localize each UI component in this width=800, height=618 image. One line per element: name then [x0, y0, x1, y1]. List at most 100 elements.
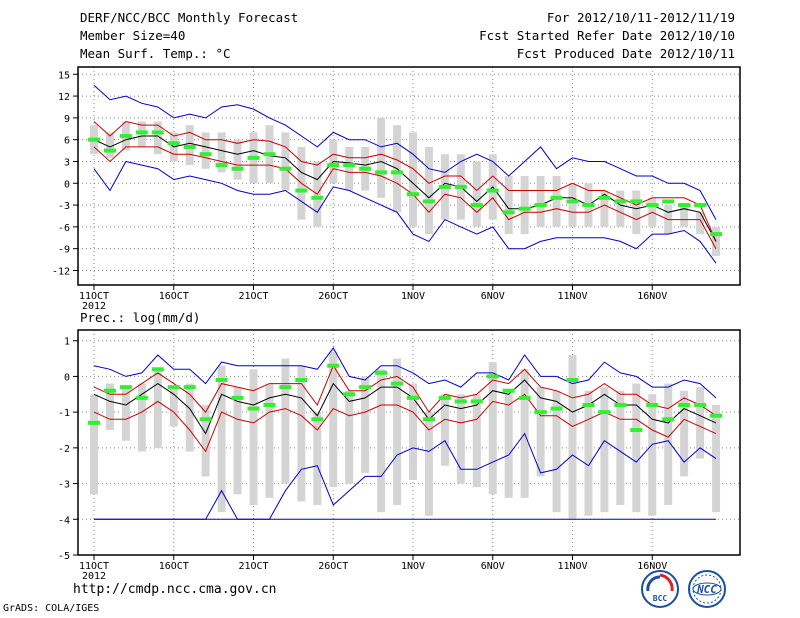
prec-median-mark: [247, 406, 260, 411]
temp-range-bar: [153, 121, 162, 155]
prec-median-mark: [518, 395, 531, 400]
temp-median-mark: [486, 188, 499, 193]
prec-range-bar: [456, 394, 465, 484]
prec-range-bar: [680, 390, 689, 477]
prec-median-mark: [694, 403, 707, 407]
prec-range-bar: [440, 394, 449, 466]
temp-range-bar: [472, 161, 481, 227]
temp-upper-line: [93, 120, 717, 242]
prec-range-bar: [424, 412, 433, 516]
prec-range-bar: [488, 362, 497, 495]
temp-median-mark: [391, 170, 404, 175]
prec-range-bar: [648, 394, 657, 516]
temp-range-bar: [600, 190, 609, 227]
temp-median-mark: [231, 166, 244, 171]
temp-ytick-label: -6: [58, 223, 70, 234]
prec-range-bar: [616, 390, 625, 505]
prec-range-bar: [90, 394, 98, 495]
temp-median-mark: [598, 195, 611, 200]
bcc-logo-text: BCC: [653, 594, 668, 603]
prec-median-mark: [151, 367, 164, 372]
temp-range-bar: [696, 212, 705, 235]
temp-median-mark: [470, 203, 483, 208]
prec-range-bar: [185, 383, 194, 452]
prec-median-mark: [295, 378, 308, 382]
temp-median-mark: [359, 166, 372, 171]
prec-ytick-label: -1: [58, 408, 70, 419]
prec-xtick-label: 16OCT: [159, 561, 189, 572]
prec-range-bar: [409, 383, 417, 480]
prec-range-bar: [504, 394, 513, 498]
temp-xtick-label: 1NOV: [401, 291, 425, 302]
temp-median-mark: [534, 203, 547, 208]
prec-range-bar: [696, 387, 705, 459]
prec-range-bar: [265, 383, 274, 498]
temp-median-mark: [518, 206, 531, 211]
prec-range-bar: [393, 358, 402, 505]
prec-median-mark: [598, 410, 611, 415]
temp-frame: [77, 66, 741, 286]
prec-range-bar: [568, 355, 577, 520]
temp-range-bar: [536, 176, 545, 227]
prec-median-mark: [454, 399, 467, 404]
prec-median-mark: [678, 403, 691, 407]
prec-max-line: [93, 346, 717, 399]
temp-median-mark: [438, 184, 451, 189]
temp-range-bar: [409, 132, 417, 227]
temp-xtick-label: 16OCT: [159, 291, 189, 302]
temp-median-mark: [375, 170, 388, 175]
temp-range-bar: [201, 132, 210, 169]
prec-median-mark: [231, 395, 244, 400]
temp-median-mark: [502, 210, 515, 215]
grads-credit: GrADS: COLA/IGES: [3, 603, 100, 614]
prec-median-mark: [183, 385, 196, 390]
variable-label: Mean Surf. Temp.: °C: [80, 46, 231, 61]
temp-ytick-label: 6: [64, 136, 70, 147]
forecast-start-date: Fcst Started Refer Date 2012/10/10: [479, 28, 735, 43]
prec-range-bar: [137, 383, 146, 452]
temp-range-bar: [552, 176, 561, 227]
prec-range-bar: [584, 390, 593, 516]
prec-median-mark: [438, 395, 451, 400]
prec-range-bar: [712, 405, 721, 513]
temp-range-bar: [568, 183, 577, 227]
temp-median-mark: [694, 203, 707, 208]
temp-xtick-label: 11NOV: [557, 291, 587, 302]
ncc-logo: NCC: [688, 570, 726, 608]
prec-xtick-label: 21OCT: [238, 561, 268, 572]
temp-median-mark: [295, 188, 308, 193]
temp-median-mark: [119, 134, 132, 139]
temp-median-mark: [710, 232, 723, 237]
temp-median-mark: [662, 199, 675, 204]
temp-ytick-label: 12: [58, 92, 70, 103]
ncc-logo-text: NCC: [696, 583, 717, 596]
prec-range-bar: [632, 383, 641, 513]
prec-median-mark: [502, 388, 515, 393]
temp-median-mark: [646, 203, 659, 208]
temp-median-mark: [151, 130, 164, 135]
prec-range-bar: [297, 365, 306, 502]
prec-frame: [77, 329, 741, 556]
prec-median-mark: [359, 385, 372, 390]
prec-median-mark: [215, 378, 228, 382]
prec-label: Prec.: log(mm/d): [80, 310, 201, 325]
prec-median-mark: [470, 399, 483, 404]
prec-median-mark: [311, 417, 324, 422]
prec-median-mark: [119, 385, 132, 390]
prec-median-mark: [566, 378, 579, 382]
temp-median-mark: [135, 130, 148, 135]
temp-ytick-label: 3: [64, 157, 70, 168]
temp-range-bar: [424, 146, 433, 235]
temp-median-mark: [407, 192, 419, 197]
prec-median-mark: [279, 385, 292, 390]
temp-median-mark: [263, 152, 276, 157]
temp-ytick-label: 15: [58, 70, 70, 81]
prec-median-mark: [550, 406, 563, 411]
prec-range-bar: [377, 369, 386, 513]
bcc-logo: BCC: [641, 570, 679, 608]
temp-median-mark: [422, 199, 435, 204]
prec-median-mark: [375, 370, 388, 375]
temp-ytick-label: 9: [64, 114, 70, 125]
prec-median-mark: [422, 417, 435, 422]
